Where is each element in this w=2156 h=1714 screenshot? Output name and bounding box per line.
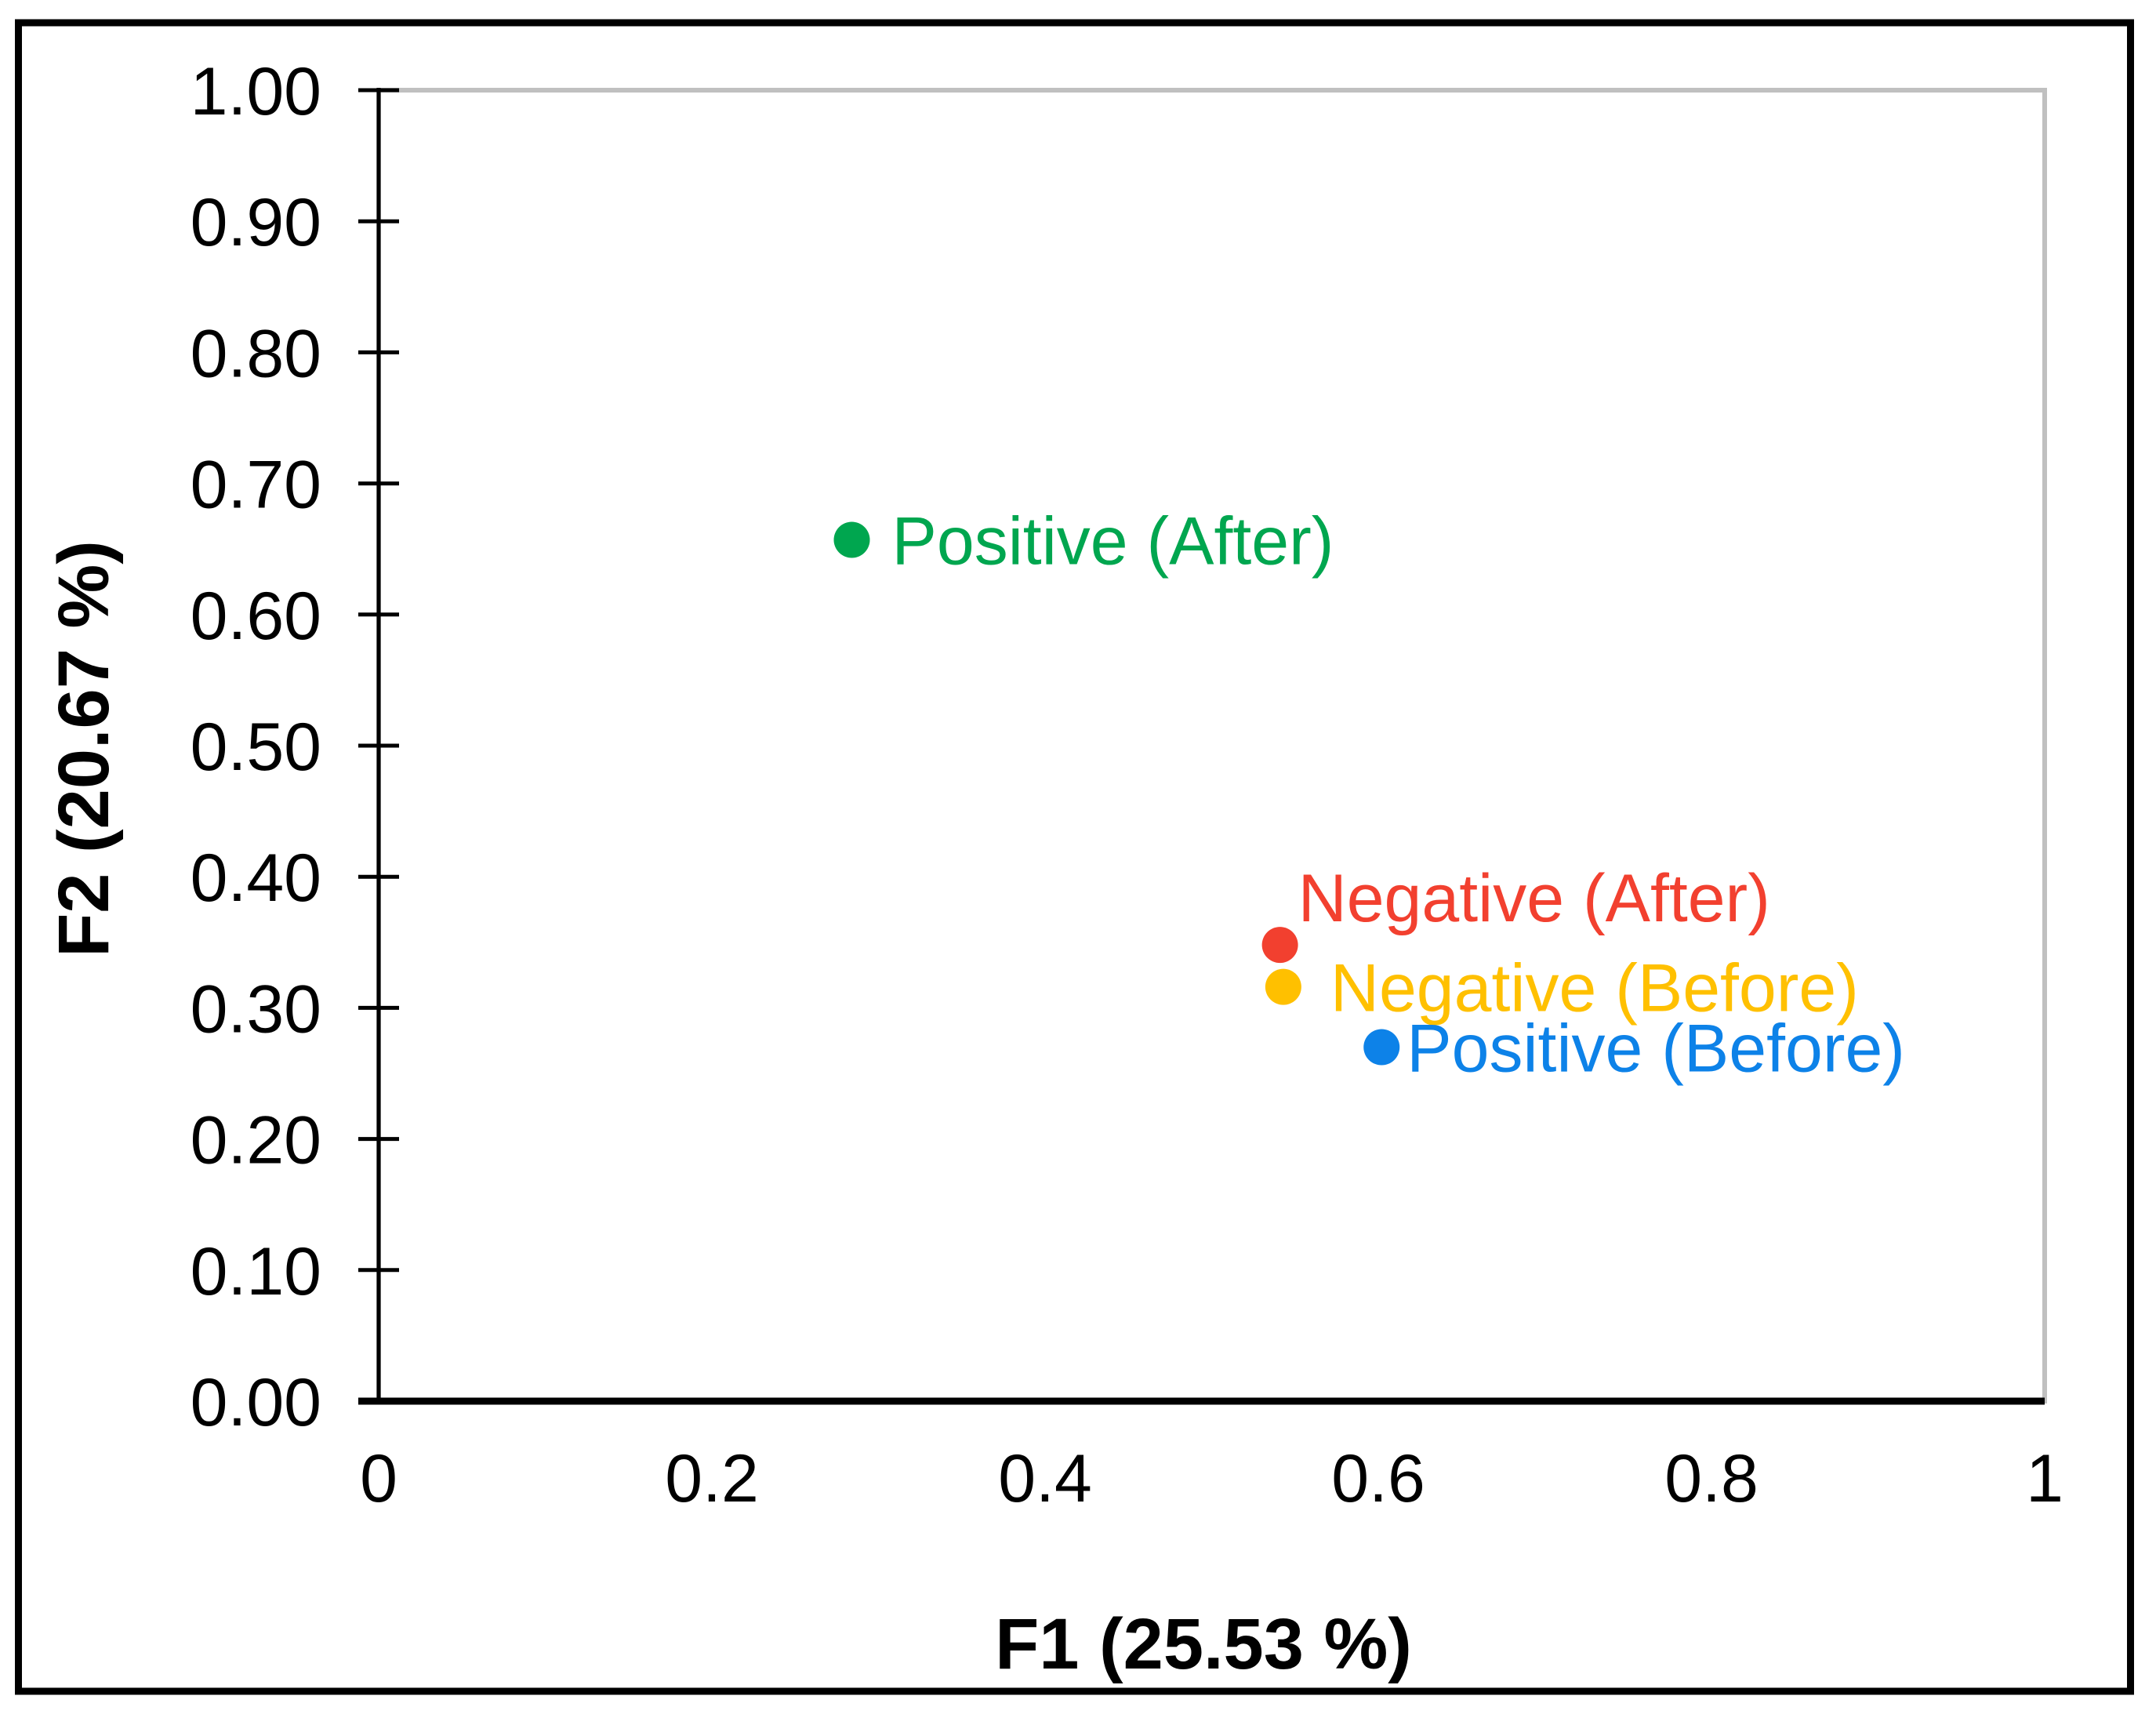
figure-border [15, 19, 2134, 1695]
y-tick-label: 0.80 [191, 316, 321, 391]
y-tick-label: 0.90 [191, 185, 321, 260]
x-tick-label: 0.8 [1664, 1441, 1759, 1516]
data-point-label-negative-after: Negative (After) [1298, 861, 1770, 936]
y-tick-label: 1.00 [191, 54, 321, 129]
data-point-positive-after [833, 521, 870, 558]
y-tick-label: 0.10 [191, 1234, 321, 1309]
y-axis-title: F2 (20.67 %) [44, 540, 124, 957]
x-tick-label: 0.4 [998, 1441, 1092, 1516]
y-tick-label: 0.50 [191, 710, 321, 785]
y-tick-label: 0.40 [191, 841, 321, 916]
data-point-label-positive-before: Positive (Before) [1406, 1011, 1905, 1087]
data-point-negative-after [1261, 927, 1298, 964]
y-tick-label: 0.30 [191, 971, 321, 1047]
x-tick-label: 1 [2026, 1441, 2063, 1516]
x-tick-label: 0.6 [1331, 1441, 1425, 1516]
x-tick-label: 0 [360, 1441, 397, 1516]
y-tick-label: 0.20 [191, 1103, 321, 1178]
data-point-label-positive-after: Positive (After) [892, 503, 1334, 579]
y-tick-label: 0.60 [191, 579, 321, 654]
y-tick-label: 0.70 [191, 448, 321, 523]
y-tick-label: 0.00 [191, 1365, 321, 1440]
data-point-positive-before [1363, 1029, 1400, 1066]
data-point-negative-before [1265, 968, 1301, 1005]
x-tick-label: 0.2 [665, 1441, 759, 1516]
x-axis-title: F1 (25.53 %) [995, 1604, 1412, 1684]
data-point-label-negative-before: Negative (Before) [1330, 951, 1859, 1026]
